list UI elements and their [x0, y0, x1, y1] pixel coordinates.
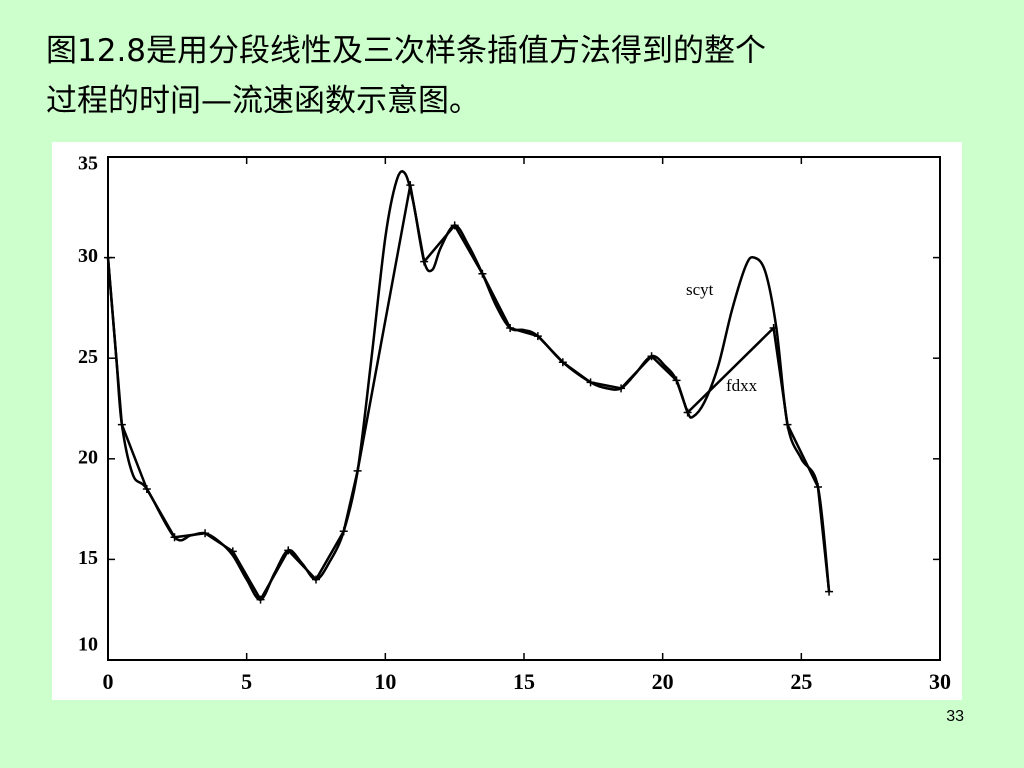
y-tick-label: 20	[78, 446, 98, 468]
y-tick-label: 30	[78, 245, 98, 267]
y-tick-label: 35	[78, 153, 98, 175]
y-tick-label: 15	[78, 547, 98, 569]
x-tick-label: 15	[513, 669, 535, 694]
slide-title: 图12.8是用分段线性及三次样条插值方法得到的整个 过程的时间—流速函数示意图。	[46, 26, 986, 126]
title-line: 图12.8是用分段线性及三次样条插值方法得到的整个	[46, 33, 767, 69]
title-line: 过程的时间—流速函数示意图。	[46, 83, 480, 119]
series-label: scyt	[686, 280, 714, 299]
series-label: fdxx	[726, 376, 758, 395]
x-tick-label: 20	[652, 669, 674, 694]
chart-background	[52, 142, 962, 700]
x-tick-label: 10	[374, 669, 396, 694]
x-tick-label: 30	[929, 669, 951, 694]
x-tick-label: 0	[103, 669, 114, 694]
y-tick-label: 25	[78, 346, 98, 368]
y-tick-label: 10	[78, 634, 98, 656]
series-line	[106, 170, 831, 601]
x-tick-label: 5	[241, 669, 252, 694]
page-number: 33	[946, 708, 964, 725]
x-tick-label: 25	[790, 669, 812, 694]
